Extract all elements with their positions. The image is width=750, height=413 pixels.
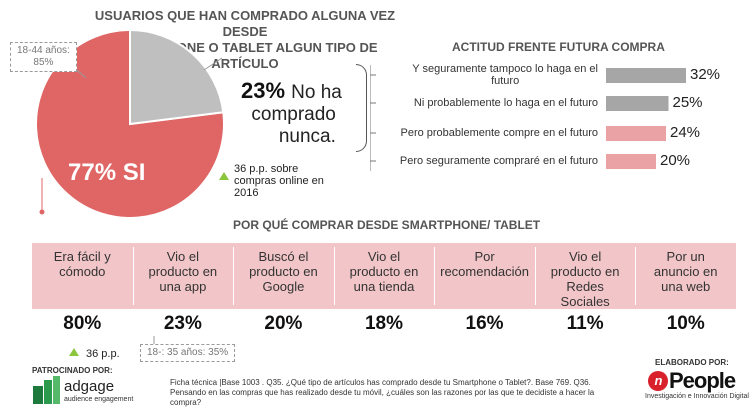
reason-label-line: Sociales: [560, 294, 610, 309]
reason-label-line: producto en: [349, 264, 419, 279]
attitude-value-label: 25%: [672, 94, 703, 111]
young-age-callout-pointer: [153, 336, 155, 344]
reason-value: 23%: [163, 313, 202, 334]
increase-triangle-icon: [219, 172, 229, 180]
reason-label-line: cómodo: [59, 264, 106, 279]
no-purchase-text-3: nunca.: [278, 126, 336, 147]
age-callout: 18-44 años: 85%: [10, 42, 77, 72]
technical-note: Ficha técnica |Base 1003 . Q35. ¿Qué tip…: [170, 378, 595, 407]
attitude-title: ACTITUD FRENTE FUTURA COMPRA: [452, 40, 665, 54]
reason-value: 10%: [666, 313, 705, 334]
reason-value: 80%: [63, 313, 102, 334]
reason-label-line: una app: [159, 279, 207, 294]
no-purchase-note: 23% No ha comprado nunca.: [241, 78, 342, 148]
reason-cell: Era fácil y cómodo: [32, 243, 133, 309]
pie-slice-no: [129, 28, 225, 126]
no-callout-line: [203, 57, 223, 71]
attitude-bar: [606, 68, 686, 83]
attitude-category-line: Pero seguramente compraré en el futuro: [399, 155, 598, 167]
reason-value: 20%: [264, 313, 303, 334]
attitude-value-label: 24%: [670, 124, 701, 141]
reason-cell: Vio el producto en una tienda: [334, 243, 435, 309]
no-purchase-text-2: comprado: [251, 104, 336, 125]
sponsor-label: PATROCINADO POR:: [32, 366, 113, 375]
reason-cell: Por recomendación: [434, 243, 535, 309]
reason-label-line: anuncio en: [653, 264, 718, 279]
attitude-value-label: 20%: [660, 152, 691, 169]
reason-label-line: Vio el: [367, 249, 401, 264]
reason-cell: Por un anuncio en una web: [635, 243, 736, 309]
attitude-category-line: futuro: [491, 75, 520, 87]
online-note-line-2: compras online en: [234, 175, 324, 187]
reason-cell: Buscó el producto en Google: [233, 243, 334, 309]
people-tagline: Investigación e Innovación Digital: [645, 393, 749, 400]
pie-main-label: 77% SI: [68, 159, 145, 186]
attitude-category-line: Ni probablemente lo haga en el futuro: [413, 97, 598, 109]
attitude-category-line: Y seguramente tampoco lo haga en el: [412, 63, 598, 75]
sponsor-name: adgage: [64, 378, 115, 395]
reason-separator: [333, 247, 335, 305]
sponsor-tagline: audience engagement: [64, 396, 134, 403]
attitude-value-label: 32%: [690, 66, 721, 83]
si-callout-dot: [39, 209, 45, 215]
pie-slices: [35, 28, 225, 219]
people-logo-icon: n: [648, 371, 668, 391]
reason-label-line: una tienda: [353, 279, 415, 294]
pie-title-line-1: USUARIOS QUE HAN COMPRADO ALGUNA VEZ DES…: [94, 8, 396, 39]
adgage-logo-icon: [33, 376, 60, 404]
age-callout-line-1: 18-44 años:: [17, 45, 70, 56]
reason-separator: [233, 247, 235, 305]
reason-label-line: producto en: [249, 264, 318, 279]
increase-triangle-icon: [69, 348, 79, 356]
reason-label-line: Por un: [666, 249, 705, 264]
young-age-callout: 18-: 35 años: 35%: [140, 344, 236, 362]
reason-label-line: Buscó el: [258, 249, 309, 264]
reason-label-line: Vio el: [166, 249, 199, 264]
reason-value: 16%: [465, 313, 504, 334]
attitude-labels: 32% Y seguramente tampoco lo haga en el fu…: [0, 0, 750, 200]
reason-separator: [534, 247, 536, 305]
attitude-bar-chart: [370, 65, 686, 171]
reason-separator: [132, 247, 134, 305]
why-title: POR QUÉ COMPRAR DESDE SMARTPHONE/ TABLET: [233, 218, 541, 232]
reason-label-line: Era fácil y: [53, 249, 111, 264]
pie-chart: 77% SI: [35, 28, 225, 219]
no-purchase-pct: 23%: [241, 78, 286, 103]
reason-label-line: Redes: [566, 279, 604, 294]
pp-note: 36 p.p.: [86, 348, 120, 360]
reason-label-line: producto en: [550, 264, 620, 279]
reasons-band: Era fácil y cómodo Vio el producto en una ap…: [32, 243, 736, 309]
reason-label-line: Vio el: [568, 249, 602, 264]
reason-cell: Vio el producto en Redes Sociales: [535, 243, 636, 309]
attitude-category-label: Pero seguramente compraré en el futuro: [400, 155, 598, 167]
online-note-line-3: 2016: [234, 187, 259, 199]
reason-label-line: Por recomendación: [440, 249, 529, 279]
no-purchase-text-1: No ha: [291, 82, 342, 103]
attitude-category-label: Pero probablemente compre en el futuro: [400, 127, 598, 139]
online-growth-note: 36 p.p. sobre compras online en 2016: [234, 163, 324, 199]
attitude-category-line: Pero probablemente compre en el futuro: [400, 127, 598, 139]
attitude-bar: [606, 96, 669, 111]
age-callout-line-2: 85%: [33, 57, 54, 68]
people-logo: n People: [648, 368, 736, 394]
attitude-bar: [606, 126, 666, 141]
attitude-bar: [606, 154, 656, 169]
reason-label-line: una web: [661, 279, 711, 294]
people-logo-name: People: [669, 368, 736, 393]
attitude-category-label: Y seguramente tampoco lo haga en el futur…: [412, 63, 598, 87]
reason-separator: [434, 247, 436, 305]
reason-label-line: Google: [262, 279, 305, 294]
attitude-category-label: Ni probablemente lo haga en el futuro: [414, 97, 598, 109]
reason-cell: Vio el producto en una app: [133, 243, 234, 309]
reason-value: 11%: [566, 313, 604, 334]
reason-value: 18%: [364, 313, 403, 334]
online-note-line-1: 36 p.p. sobre: [234, 163, 299, 175]
reason-separator: [635, 247, 637, 305]
elaborado-label: ELABORADO POR:: [655, 358, 729, 367]
reason-label-line: producto en: [148, 264, 218, 279]
